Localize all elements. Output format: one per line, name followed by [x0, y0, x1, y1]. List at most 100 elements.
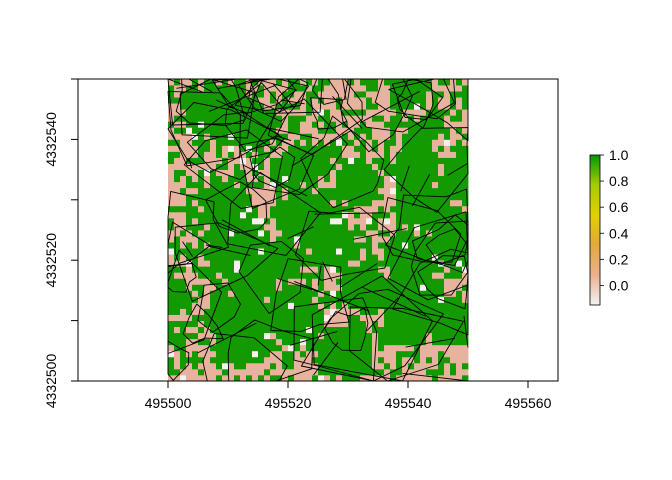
raster-cell	[282, 272, 289, 279]
raster-cell	[282, 151, 289, 158]
raster-cell	[252, 302, 259, 309]
raster-cell	[288, 175, 295, 183]
raster-cell	[432, 199, 439, 207]
raster-cell	[408, 314, 415, 321]
raster-cell	[378, 217, 385, 225]
raster-cell	[456, 356, 463, 364]
raster-cell	[366, 374, 373, 381]
raster-cell	[192, 199, 199, 207]
raster-cell	[336, 115, 343, 122]
raster-cell	[462, 91, 469, 98]
raster-cell	[408, 109, 415, 116]
raster-cell	[216, 121, 223, 128]
raster-cell	[432, 193, 439, 201]
raster-cell	[396, 193, 403, 201]
raster-cell	[360, 236, 367, 243]
raster-cell	[246, 133, 253, 140]
raster-cell	[252, 254, 259, 261]
raster-cell	[336, 145, 343, 152]
raster-cell	[372, 151, 379, 158]
raster-cell	[354, 272, 361, 279]
raster-cell	[198, 284, 205, 291]
raster-cell	[462, 260, 469, 267]
raster-cell	[354, 109, 361, 116]
raster-cell	[444, 205, 451, 213]
raster-cell	[174, 284, 181, 291]
raster-cell	[438, 97, 445, 104]
raster-cell	[462, 362, 469, 370]
raster-cell	[378, 308, 385, 315]
raster-cell	[222, 242, 229, 249]
raster-cell	[372, 109, 379, 116]
raster-cell	[462, 284, 469, 291]
legend-tick-label: 0.4	[609, 225, 629, 241]
x-tick-label: 495560	[505, 395, 552, 411]
raster-cell	[324, 109, 331, 116]
raster-cell	[396, 91, 403, 98]
raster-cell	[432, 278, 439, 285]
raster-cell	[270, 151, 277, 158]
raster-cell	[204, 362, 211, 370]
raster-cell	[438, 85, 445, 92]
raster-cell	[408, 248, 415, 255]
raster-cell	[324, 163, 331, 170]
raster-cell	[180, 350, 187, 358]
raster-cell	[174, 133, 181, 140]
raster-cell	[294, 151, 301, 158]
raster-cell	[402, 314, 409, 321]
polygon-outline	[311, 275, 433, 381]
raster-cell	[366, 332, 373, 340]
raster-cell	[210, 296, 217, 303]
raster-cell	[390, 356, 397, 364]
raster-cell	[414, 374, 421, 381]
raster-cell	[408, 223, 415, 231]
raster-cell	[222, 211, 229, 219]
raster-cell	[252, 151, 259, 158]
raster-cell	[300, 374, 307, 381]
raster-cell	[390, 211, 397, 219]
raster-cell	[330, 175, 337, 183]
raster-cell	[456, 242, 463, 249]
raster-cell	[456, 332, 463, 340]
raster-cell	[438, 187, 445, 195]
raster-cell	[204, 181, 211, 189]
raster-cell	[210, 115, 217, 122]
raster-cell	[444, 157, 451, 164]
raster-cell	[264, 103, 271, 110]
raster-cell	[342, 169, 349, 177]
raster-cell	[300, 163, 307, 170]
raster-cell	[234, 151, 241, 158]
raster-cell	[426, 338, 433, 346]
raster-cell	[372, 115, 379, 122]
raster-cell	[420, 302, 427, 309]
raster-cell	[222, 302, 229, 309]
raster-cell	[288, 302, 295, 309]
raster-cell	[204, 139, 211, 146]
raster-cell	[420, 308, 427, 315]
raster-cell	[282, 187, 289, 195]
raster-cell	[444, 308, 451, 315]
raster-cell	[366, 350, 373, 358]
raster-cell	[276, 314, 283, 321]
raster-cell	[234, 368, 241, 376]
raster-cell	[276, 103, 283, 110]
raster-cell	[438, 205, 445, 213]
raster-cell	[240, 290, 247, 297]
raster-cell	[354, 205, 361, 213]
raster-cell	[378, 260, 385, 267]
raster-cell	[342, 103, 349, 110]
raster-cell	[252, 217, 259, 225]
raster-cell	[372, 145, 379, 152]
raster-cell	[318, 272, 325, 279]
raster-cell	[330, 169, 337, 177]
raster-cell	[402, 344, 409, 352]
raster-cell	[276, 332, 283, 340]
raster-cell	[426, 103, 433, 110]
raster-cell	[264, 374, 271, 381]
raster-cell	[240, 242, 247, 249]
raster-cell	[336, 326, 343, 334]
raster-cell	[240, 157, 247, 164]
raster-cell	[444, 133, 451, 140]
raster-cell	[186, 296, 193, 303]
raster-cell	[318, 344, 325, 352]
